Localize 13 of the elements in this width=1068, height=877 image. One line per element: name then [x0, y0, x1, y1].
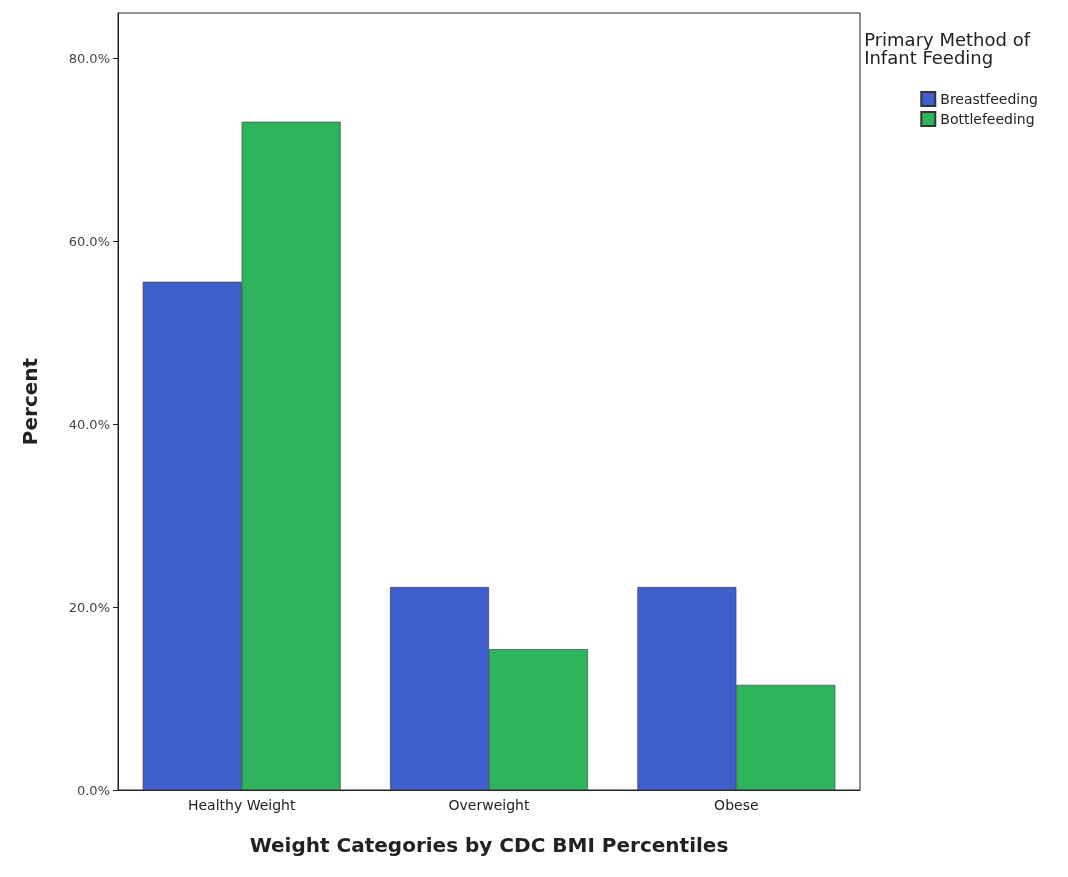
x-tick-label: Healthy Weight — [187, 797, 296, 813]
y-tick-label: 80.0% — [68, 51, 110, 67]
y-axis-title: Percent — [18, 357, 42, 446]
y-tick-label: 0.0% — [76, 782, 110, 798]
legend-label: Bottlefeeding — [940, 111, 1035, 127]
y-tick-label: 60.0% — [68, 234, 110, 250]
x-tick-label: Overweight — [448, 797, 530, 813]
x-tick-label: Obese — [714, 797, 759, 813]
y-tick-label: 40.0% — [68, 416, 110, 432]
legend-title: Primary Method of Infant Feeding — [864, 28, 1031, 68]
x-axis-title: Weight Categories by CDC BMI Percentiles — [249, 833, 729, 857]
legend-label: Breastfeeding — [940, 91, 1039, 107]
y-tick-label: 20.0% — [68, 599, 110, 615]
